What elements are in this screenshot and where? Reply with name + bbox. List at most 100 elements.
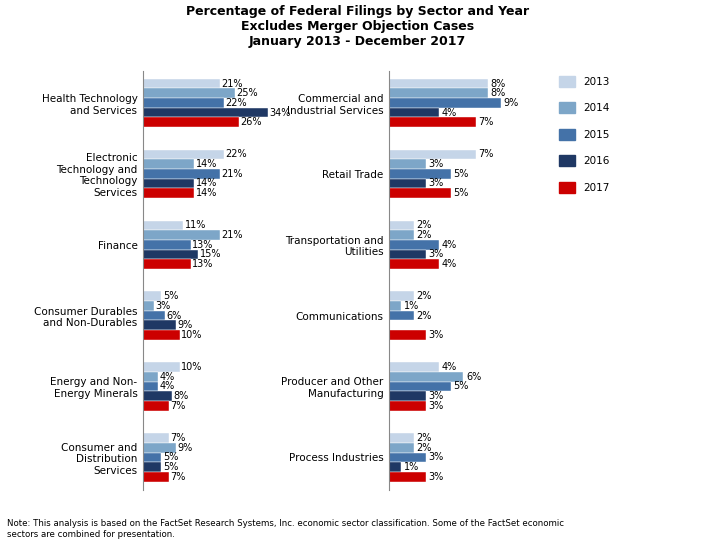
Bar xyxy=(143,462,162,472)
Bar xyxy=(389,433,414,443)
Text: Note: This analysis is based on the FactSet Research Systems, Inc. economic sect: Note: This analysis is based on the Fact… xyxy=(7,519,564,539)
Bar xyxy=(143,108,268,118)
Text: 4%: 4% xyxy=(441,362,456,372)
Text: 3%: 3% xyxy=(428,330,444,340)
Bar xyxy=(389,250,426,259)
Bar xyxy=(143,89,235,98)
Text: 21%: 21% xyxy=(222,169,243,179)
Text: 2%: 2% xyxy=(416,433,432,443)
Bar xyxy=(143,320,176,330)
Bar xyxy=(389,401,426,411)
Bar xyxy=(389,220,414,230)
Text: 5%: 5% xyxy=(163,453,178,462)
Text: 6%: 6% xyxy=(167,311,182,320)
Text: 22%: 22% xyxy=(225,98,247,108)
Bar xyxy=(389,89,488,98)
Text: 5%: 5% xyxy=(163,462,178,472)
Bar xyxy=(143,220,184,230)
Bar xyxy=(143,401,169,411)
Bar xyxy=(143,259,191,269)
Bar xyxy=(389,79,488,89)
Text: 3%: 3% xyxy=(428,159,444,169)
Bar xyxy=(389,292,414,301)
Bar xyxy=(389,188,451,198)
Text: 9%: 9% xyxy=(503,98,518,108)
Text: 1%: 1% xyxy=(404,462,419,472)
Text: 15%: 15% xyxy=(199,249,221,259)
Bar xyxy=(143,250,198,259)
Text: 14%: 14% xyxy=(196,159,217,169)
Text: 4%: 4% xyxy=(441,108,456,118)
Text: 21%: 21% xyxy=(222,79,243,89)
Bar xyxy=(389,240,438,250)
Text: 2%: 2% xyxy=(416,220,432,230)
Text: 14%: 14% xyxy=(196,178,217,188)
Text: 4%: 4% xyxy=(441,240,456,250)
Bar xyxy=(143,472,169,481)
Bar xyxy=(143,169,220,178)
Text: 11%: 11% xyxy=(185,220,206,230)
Text: 3%: 3% xyxy=(155,301,171,311)
Text: 13%: 13% xyxy=(192,259,214,269)
Bar xyxy=(389,311,414,320)
Text: 9%: 9% xyxy=(177,320,193,330)
Text: 5%: 5% xyxy=(453,169,469,179)
Bar xyxy=(143,391,172,401)
Text: 10%: 10% xyxy=(181,330,202,340)
Text: 3%: 3% xyxy=(428,391,444,401)
Bar xyxy=(143,330,179,340)
Bar xyxy=(143,98,224,108)
Bar xyxy=(389,472,426,481)
Bar xyxy=(143,433,169,443)
Text: 1%: 1% xyxy=(404,301,419,311)
Bar xyxy=(389,372,463,382)
Text: 3%: 3% xyxy=(428,472,444,481)
Bar xyxy=(389,453,426,462)
Bar xyxy=(389,98,500,108)
Bar xyxy=(143,382,158,391)
Bar xyxy=(389,150,476,159)
Bar xyxy=(389,301,401,311)
Bar xyxy=(389,382,451,391)
Text: 14%: 14% xyxy=(196,188,217,198)
Bar xyxy=(389,118,476,127)
Text: 7%: 7% xyxy=(170,472,186,481)
Text: 4%: 4% xyxy=(159,372,174,382)
Text: 7%: 7% xyxy=(478,118,494,127)
Text: 10%: 10% xyxy=(181,362,202,372)
Text: 8%: 8% xyxy=(490,88,506,98)
Text: 3%: 3% xyxy=(428,249,444,259)
Bar xyxy=(389,362,438,372)
Text: 3%: 3% xyxy=(428,401,444,411)
Text: 2%: 2% xyxy=(416,230,432,240)
Text: 9%: 9% xyxy=(177,443,193,453)
Text: 21%: 21% xyxy=(222,230,243,240)
Bar xyxy=(389,178,426,188)
Bar xyxy=(143,311,165,320)
Text: 5%: 5% xyxy=(453,188,469,198)
Text: 5%: 5% xyxy=(163,291,178,301)
Text: 26%: 26% xyxy=(240,118,262,127)
Bar xyxy=(143,240,191,250)
Text: 6%: 6% xyxy=(466,372,481,382)
Bar xyxy=(143,230,220,240)
Bar xyxy=(143,150,224,159)
Bar xyxy=(143,178,194,188)
Bar xyxy=(143,453,162,462)
Text: Percentage of Federal Filings by Sector and Year
Excludes Merger Objection Cases: Percentage of Federal Filings by Sector … xyxy=(186,5,529,48)
Text: 5%: 5% xyxy=(453,381,469,392)
Text: 3%: 3% xyxy=(428,453,444,462)
Text: 3%: 3% xyxy=(428,178,444,188)
Legend: 2013, 2014, 2015, 2016, 2017: 2013, 2014, 2015, 2016, 2017 xyxy=(559,76,609,193)
Bar xyxy=(389,443,414,453)
Bar xyxy=(389,462,401,472)
Bar xyxy=(389,169,451,178)
Text: 8%: 8% xyxy=(174,391,189,401)
Text: 4%: 4% xyxy=(441,259,456,269)
Text: 4%: 4% xyxy=(159,381,174,392)
Bar xyxy=(389,108,438,118)
Text: 2%: 2% xyxy=(416,443,432,453)
Text: 13%: 13% xyxy=(192,240,214,250)
Bar xyxy=(143,443,176,453)
Text: 25%: 25% xyxy=(237,88,258,98)
